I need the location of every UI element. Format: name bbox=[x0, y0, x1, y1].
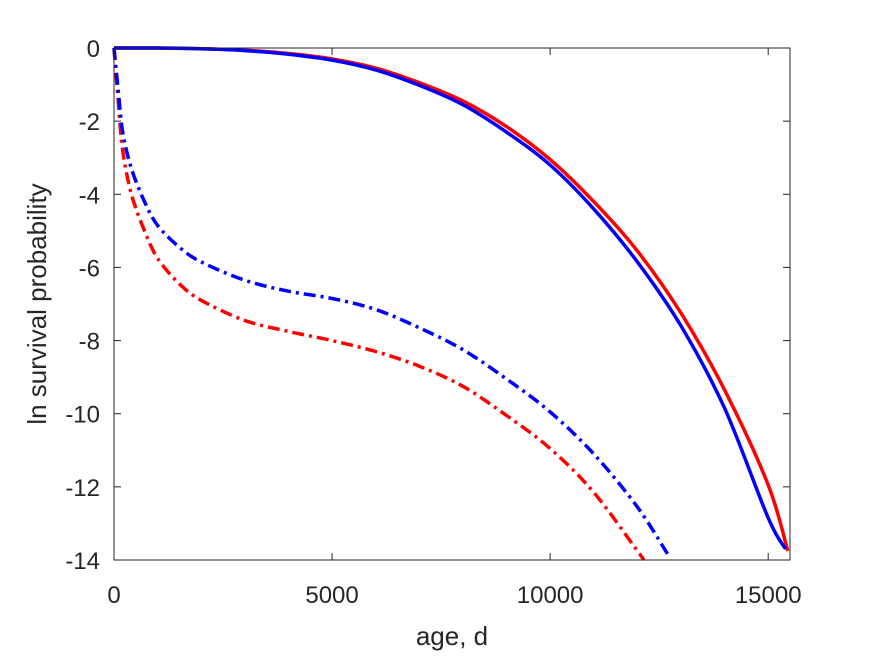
y-tick-label: -4 bbox=[79, 182, 100, 209]
y-axis-label: ln survival probability bbox=[22, 183, 52, 424]
y-tick-label: -8 bbox=[79, 329, 100, 356]
y-tick-label: -14 bbox=[65, 548, 100, 575]
axes-box bbox=[113, 47, 791, 561]
y-ticks: 0 -2 -4 -6 -8 -10 -12 -14 bbox=[65, 36, 790, 575]
series-line-solid-blue bbox=[113, 46, 788, 550]
y-tick-label: -2 bbox=[79, 109, 100, 136]
x-tick-label: 5000 bbox=[305, 582, 358, 609]
plot-area bbox=[114, 48, 790, 560]
y-tick-label: -6 bbox=[79, 255, 100, 282]
series-layer bbox=[112, 46, 790, 562]
y-tick-label: -10 bbox=[65, 402, 100, 429]
y-tick-label: 0 bbox=[87, 36, 100, 63]
series-line-dashdot-blue bbox=[112, 47, 670, 556]
x-tick-label: 10000 bbox=[517, 582, 584, 609]
x-tick-label: 0 bbox=[107, 582, 120, 609]
x-ticks: 0 5000 10000 15000 bbox=[107, 48, 802, 609]
y-tick-label: -12 bbox=[65, 475, 100, 502]
series-line-dashdot-red bbox=[112, 47, 646, 562]
x-tick-label: 15000 bbox=[735, 582, 802, 609]
x-axis-label: age, d bbox=[416, 621, 488, 651]
